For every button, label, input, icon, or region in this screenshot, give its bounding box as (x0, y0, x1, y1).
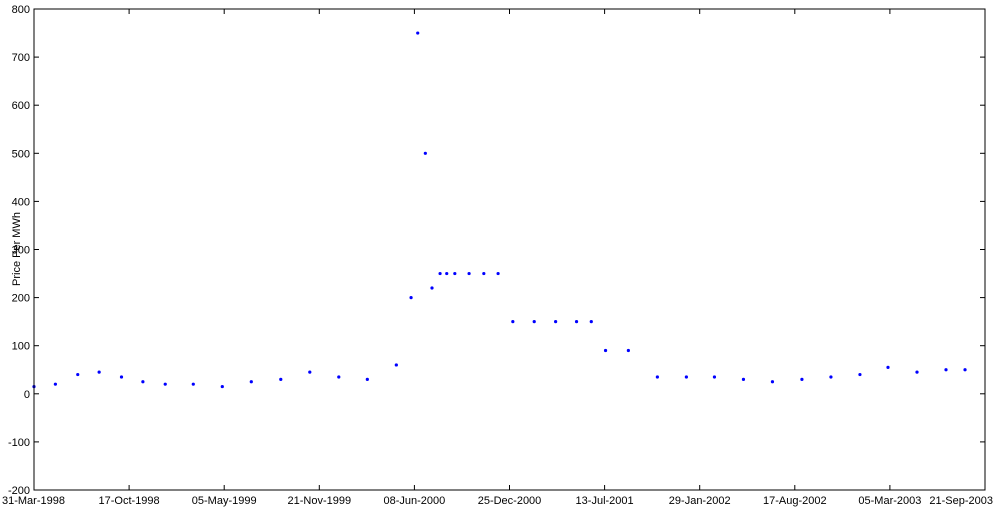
data-point (684, 375, 688, 379)
x-tick-label: 29-Jan-2002 (669, 495, 731, 507)
x-tick-label: 08-Jun-2000 (384, 495, 446, 507)
data-point (409, 296, 413, 300)
y-axis: -200 -100 0 100 200 300 400 500 600 700 800 (8, 4, 985, 497)
data-point (554, 320, 558, 324)
data-point (141, 380, 145, 384)
plot-frame (33, 8, 986, 491)
x-tick-label: 31-Mar-1998 (2, 495, 65, 507)
data-point (416, 31, 420, 35)
data-point (438, 271, 442, 276)
data-point (829, 375, 833, 379)
data-point (482, 271, 486, 276)
data-point (191, 382, 195, 386)
data-point (163, 382, 167, 386)
y-tick-label: -200 (8, 485, 30, 497)
x-tick-label: 17-Oct-1998 (99, 495, 160, 507)
x-tick-label: 21-Nov-1999 (288, 495, 352, 507)
data-point (394, 363, 398, 367)
data-point (453, 271, 457, 276)
y-tick-label: 800 (12, 4, 30, 16)
x-tick-label: 13-Jul-2001 (576, 495, 634, 507)
x-tick-label: 05-May-1999 (192, 495, 257, 507)
data-points (32, 31, 967, 389)
y-tick-label: 0 (24, 389, 30, 401)
data-point (603, 348, 608, 353)
data-point (76, 372, 80, 377)
data-point (800, 377, 804, 381)
y-tick-label: 200 (12, 293, 30, 305)
data-point (741, 377, 746, 381)
data-point (626, 348, 630, 353)
data-point (423, 151, 427, 155)
data-point (770, 380, 775, 384)
data-point (886, 365, 890, 369)
x-axis: 31-Mar-1998 17-Oct-1998 05-May-1999 21-Nov-… (2, 9, 993, 507)
y-tick-label: 400 (12, 196, 30, 208)
data-point (119, 375, 124, 379)
x-tick-label: 17-Aug-2002 (763, 495, 827, 507)
data-point (915, 370, 919, 374)
data-point (944, 368, 948, 372)
data-point (430, 286, 434, 290)
data-point (220, 384, 224, 389)
plot-area (34, 9, 985, 490)
data-point (445, 271, 449, 276)
data-point (655, 375, 659, 379)
x-tick-label: 05-Mar-2003 (858, 495, 921, 507)
data-point (511, 320, 515, 324)
x-tick-label: 25-Dec-2000 (478, 495, 542, 507)
data-point (467, 271, 471, 276)
y-tick-label: -100 (8, 437, 30, 449)
y-tick-label: 100 (12, 341, 30, 353)
data-point (97, 370, 101, 374)
y-axis-title: Price Per MWh (11, 212, 23, 286)
data-point (963, 368, 967, 372)
data-point (589, 320, 593, 324)
x-tick-label: 21-Sep-2003 (929, 495, 993, 507)
data-point (858, 372, 862, 377)
data-point (712, 375, 717, 379)
y-tick-label: 300 (12, 245, 30, 257)
data-point (249, 380, 253, 384)
y-tick-label: 700 (12, 52, 30, 64)
data-point (365, 377, 369, 381)
data-point (574, 320, 579, 324)
data-point (308, 370, 312, 374)
data-point (496, 271, 500, 276)
data-point (532, 320, 536, 324)
data-point (53, 382, 57, 386)
y-tick-label: 600 (12, 100, 30, 112)
data-point (337, 375, 341, 379)
y-tick-label: 500 (12, 148, 30, 160)
data-point (279, 377, 283, 381)
